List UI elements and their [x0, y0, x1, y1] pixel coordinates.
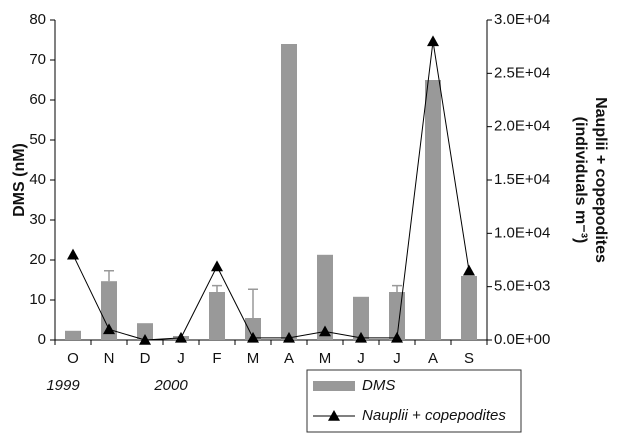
marker	[211, 260, 223, 272]
x-tick-label: M	[319, 350, 332, 367]
marker	[247, 331, 259, 343]
legend-label: Nauplii + copepodites	[362, 407, 506, 424]
marker	[175, 331, 187, 343]
y-axis-title: DMS (nM)	[11, 143, 28, 217]
y-tick-label: 50	[29, 131, 46, 148]
x-tick-label: M	[247, 350, 260, 367]
error-bar	[104, 270, 114, 282]
y-tick-label: 40	[29, 171, 46, 188]
x-tick-label: J	[357, 350, 365, 367]
marker	[103, 323, 115, 335]
bar	[281, 44, 297, 340]
y2-tick-label: 0.0E+00	[494, 331, 550, 348]
y2-tick-label: 2.0E+04	[494, 118, 550, 135]
y-tick-label: 20	[29, 251, 46, 268]
y-tick-label: 60	[29, 91, 46, 108]
y2-axis-title: (individuals m⁻³)	[572, 117, 589, 244]
legend-label: DMS	[362, 377, 395, 394]
error-bar	[212, 284, 222, 292]
year-annotation: 1999	[46, 377, 80, 394]
bar	[65, 330, 81, 340]
bar	[209, 292, 225, 340]
marker	[391, 331, 403, 343]
y2-tick-label: 3.0E+04	[494, 11, 550, 28]
y2-tick-label: 1.0E+04	[494, 224, 550, 241]
y-tick-label: 70	[29, 51, 46, 68]
y-tick-label: 0	[38, 331, 46, 348]
y2-tick-label: 2.5E+04	[494, 64, 550, 81]
marker	[355, 331, 367, 343]
x-tick-label: S	[464, 350, 474, 367]
y2-axis-title: Nauplii + copepodites	[592, 97, 609, 263]
line	[72, 41, 470, 341]
bar	[101, 281, 117, 340]
x-tick-label: A	[284, 350, 294, 367]
legend-box	[306, 369, 522, 433]
legend-marker	[328, 410, 340, 421]
bar	[137, 323, 153, 340]
y-tick-label: 30	[29, 211, 46, 228]
x-tick-label: D	[140, 350, 151, 367]
marker	[67, 248, 79, 260]
bar	[317, 254, 333, 340]
legend-swatch	[313, 381, 355, 391]
error-bar	[392, 284, 402, 292]
y-tick-label: 10	[29, 291, 46, 308]
marker	[319, 325, 331, 337]
x-tick-label: O	[67, 350, 79, 367]
bar	[353, 296, 369, 340]
error-bar	[248, 288, 258, 318]
marker	[463, 264, 475, 276]
y2-tick-label: 5.0E+03	[494, 278, 550, 295]
bar	[461, 276, 477, 340]
x-tick-label: J	[177, 350, 185, 367]
x-tick-label: F	[212, 350, 221, 367]
y-tick-label: 80	[29, 11, 46, 28]
marker	[427, 35, 439, 47]
bar	[425, 80, 441, 340]
year-annotation: 2000	[153, 377, 188, 394]
x-tick-label: A	[428, 350, 438, 367]
marker	[139, 334, 151, 345]
y2-tick-label: 1.5E+04	[494, 171, 550, 188]
marker	[283, 331, 295, 343]
bar	[245, 318, 261, 340]
x-tick-label: J	[393, 350, 401, 367]
x-tick-label: N	[104, 350, 115, 367]
